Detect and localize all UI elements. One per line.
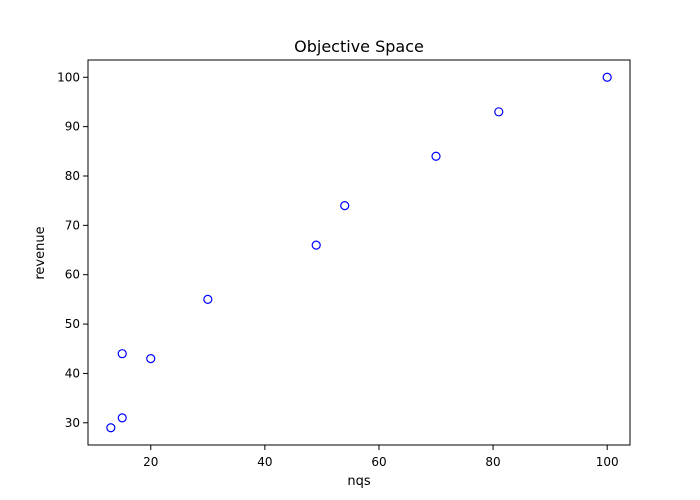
chart-title: Objective Space	[294, 37, 424, 56]
scatter-point	[311, 240, 321, 250]
y-tick-label: 40	[65, 366, 80, 380]
y-tick-label: 80	[65, 169, 80, 183]
scatter-point	[203, 294, 213, 304]
x-tick-label: 80	[485, 455, 500, 469]
scatter-point	[117, 413, 127, 423]
scatter-point	[602, 72, 612, 82]
plot-area-frame	[87, 59, 631, 446]
y-axis-label: revenue	[33, 226, 48, 279]
scatter-point	[117, 349, 127, 359]
scatter-point	[146, 354, 156, 364]
scatter-point	[340, 201, 350, 211]
y-tick-label: 100	[57, 70, 80, 84]
y-tick-label: 60	[65, 268, 80, 282]
scatter-point	[106, 423, 116, 433]
x-tick-label: 60	[371, 455, 386, 469]
x-tick-label: 40	[257, 455, 272, 469]
x-tick-label: 20	[143, 455, 158, 469]
scatter-point	[431, 151, 441, 161]
y-tick-label: 70	[65, 218, 80, 232]
x-tick-label: 100	[596, 455, 619, 469]
x-axis-label: nqs	[347, 474, 370, 489]
y-axis-ticks: 30 40 50 60 70 80 90 100	[57, 70, 88, 430]
y-tick-label: 50	[65, 317, 80, 331]
x-axis-ticks: 20 40 60 80 100	[143, 445, 619, 469]
y-tick-label: 30	[65, 416, 80, 430]
y-tick-label: 90	[65, 120, 80, 134]
scatter-point	[494, 107, 504, 117]
scatter-points	[106, 72, 612, 433]
